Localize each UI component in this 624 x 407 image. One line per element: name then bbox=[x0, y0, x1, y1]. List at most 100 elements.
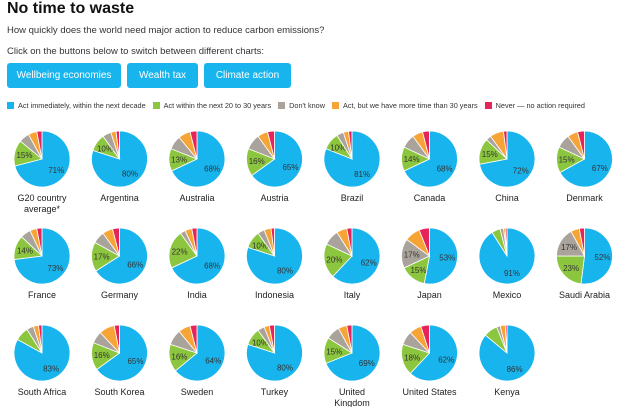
pie-brazil[interactable]: 81% 10% Brazil bbox=[323, 130, 381, 203]
pie-austria[interactable]: 65% 16% Austria bbox=[246, 130, 303, 203]
pie-slice-germany-never bbox=[112, 227, 120, 257]
pie-france[interactable]: 73% 14% France bbox=[13, 227, 71, 300]
pie-label-denmark-immediately: 67% bbox=[592, 164, 608, 173]
legend-item-dontknow[interactable]: Don't know bbox=[278, 101, 325, 110]
pie-slice-austria-immediately bbox=[251, 130, 303, 188]
pie-label-china-decades: 15% bbox=[482, 150, 498, 159]
wellbeing-economies-button[interactable]: Wellbeing economies bbox=[7, 63, 121, 88]
pie-label-canada-decades: 14% bbox=[404, 155, 420, 164]
wealth-tax-button[interactable]: Wealth tax bbox=[127, 63, 198, 88]
pie-slice-argentina-never bbox=[115, 130, 120, 160]
country-label-south-africa: South Africa bbox=[18, 387, 67, 397]
pie-slice-united-states-never bbox=[420, 324, 430, 354]
page-title: No time to waste bbox=[7, 0, 135, 17]
pie-slice-brazil-never bbox=[348, 130, 353, 160]
pie-slice-south-africa-immediately bbox=[13, 324, 71, 382]
pie-slice-india-immediately bbox=[171, 227, 226, 285]
pie-label-germany-decades: 17% bbox=[94, 253, 110, 262]
pie-denmark[interactable]: 67% 15% Denmark bbox=[556, 130, 613, 203]
pie-label-united-kingdom-decades: 15% bbox=[326, 347, 342, 356]
pie-slice-kenya-never bbox=[504, 324, 508, 354]
pie-slice-italy-never bbox=[346, 227, 353, 257]
pie-label-india-decades: 22% bbox=[172, 248, 188, 257]
pie-slice-south-africa-never bbox=[38, 324, 43, 354]
climate-action-button[interactable]: Climate action bbox=[204, 63, 291, 88]
country-label-germany: Germany bbox=[101, 290, 139, 300]
pie-label-france-immediately: 73% bbox=[47, 264, 63, 273]
legend-label-never: Never — no action required bbox=[495, 101, 585, 110]
pie-label-kenya-immediately: 86% bbox=[507, 365, 523, 374]
pie-label-mexico-immediately: 91% bbox=[504, 269, 520, 278]
pie-slice-australia-never bbox=[189, 130, 198, 160]
legend-item-later[interactable]: Act, but we have more time than 30 years bbox=[332, 101, 478, 110]
pie-label-south-africa-immediately: 83% bbox=[43, 364, 59, 373]
pie-china[interactable]: 72% 15% China bbox=[478, 130, 536, 203]
pie-slice-saudi-arabia-immediately bbox=[580, 227, 613, 285]
pie-label-argentina-decades: 10% bbox=[97, 145, 113, 154]
legend-item-decades[interactable]: Act within the next 20 to 30 years bbox=[152, 101, 271, 110]
pie-south-africa[interactable]: 83% South Africa bbox=[13, 324, 71, 397]
pie-label-argentina-immediately: 80% bbox=[122, 170, 138, 179]
chart-legend: Act immediately, within the next decade … bbox=[7, 101, 592, 110]
pie-sweden[interactable]: 64% 16% Sweden bbox=[168, 324, 226, 397]
pie-label-japan-dontknow: 17% bbox=[404, 250, 420, 259]
pie-slice-saudi-arabia-never bbox=[578, 227, 585, 257]
pie-label-south-korea-immediately: 65% bbox=[127, 357, 143, 366]
pie-united-states[interactable]: 62% 18% United States bbox=[401, 324, 458, 397]
pie-label-india-immediately: 68% bbox=[204, 262, 220, 271]
country-label-g20-country-average: G20 country average* bbox=[17, 193, 67, 214]
pie-slice-denmark-never bbox=[577, 130, 585, 160]
pie-slice-saudi-arabia-decades bbox=[556, 255, 585, 285]
pie-mexico[interactable]: 91% Mexico bbox=[478, 227, 536, 300]
country-label-australia: Australia bbox=[179, 193, 214, 203]
pie-saudi-arabia[interactable]: 52% 23% 17% Saudi Arabia bbox=[556, 227, 613, 300]
pie-label-austria-decades: 16% bbox=[249, 157, 265, 166]
country-label-china: China bbox=[495, 193, 519, 203]
pie-label-brazil-decades: 10% bbox=[330, 144, 346, 153]
pie-south-korea[interactable]: 65% 16% South Korea bbox=[91, 324, 148, 397]
pie-kenya[interactable]: 86% Kenya bbox=[478, 324, 536, 397]
pie-germany[interactable]: 66% 17% Germany bbox=[91, 227, 148, 300]
pie-slice-japan-immediately bbox=[423, 227, 458, 285]
pie-slice-south-korea-never bbox=[113, 324, 120, 354]
pie-label-saudi-arabia-decades: 23% bbox=[563, 264, 579, 273]
pie-slice-g20-country-average-never bbox=[36, 130, 43, 160]
pie-slice-india-decades bbox=[168, 232, 198, 269]
pie-label-sweden-decades: 16% bbox=[171, 352, 187, 361]
pie-turkey[interactable]: 80% 10% Turkey bbox=[246, 324, 303, 397]
legend-item-immediately[interactable]: Act immediately, within the next decade bbox=[7, 101, 146, 110]
pie-slice-united-kingdom-immediately bbox=[325, 324, 381, 382]
pie-label-china-immediately: 72% bbox=[513, 166, 529, 175]
pie-australia[interactable]: 68% 13% Australia bbox=[168, 130, 226, 203]
pie-slice-italy-immediately bbox=[332, 227, 381, 285]
pie-slice-germany-immediately bbox=[95, 227, 148, 285]
pie-canada[interactable]: 68% 14% Canada bbox=[401, 130, 458, 203]
country-label-canada: Canada bbox=[414, 193, 446, 203]
country-label-indonesia: Indonesia bbox=[255, 290, 294, 300]
instruction-text: Click on the buttons below to switch bet… bbox=[7, 46, 264, 57]
pie-g20-country-average[interactable]: 71% 15% G20 country average* bbox=[13, 130, 71, 214]
pie-argentina[interactable]: 80% 10% Argentina bbox=[91, 130, 148, 203]
legend-item-never[interactable]: Never — no action required bbox=[484, 101, 585, 110]
legend-swatch-immediately bbox=[7, 102, 14, 109]
pie-label-germany-immediately: 66% bbox=[127, 261, 143, 270]
legend-swatch-dontknow bbox=[278, 102, 286, 109]
pie-slice-denmark-immediately bbox=[559, 130, 613, 188]
pie-slice-canada-immediately bbox=[403, 130, 458, 188]
country-label-argentina: Argentina bbox=[100, 193, 139, 203]
legend-swatch-decades bbox=[152, 102, 160, 109]
pie-indonesia[interactable]: 80% 10% Indonesia bbox=[246, 227, 303, 300]
pie-label-indonesia-decades: 10% bbox=[252, 242, 268, 251]
pie-label-turkey-decades: 10% bbox=[252, 339, 268, 348]
pie-slice-france-never bbox=[36, 227, 43, 257]
pie-label-canada-immediately: 68% bbox=[437, 165, 453, 174]
pie-slice-china-never bbox=[503, 130, 508, 160]
pie-label-saudi-arabia-dontknow: 17% bbox=[561, 243, 577, 252]
pie-label-united-kingdom-immediately: 69% bbox=[359, 359, 375, 368]
pie-slice-canada-never bbox=[422, 130, 430, 160]
pie-india[interactable]: 68% 22% India bbox=[168, 227, 226, 300]
pie-italy[interactable]: 62% 20% Italy bbox=[323, 227, 381, 300]
pie-japan[interactable]: 53% 15% 17% Japan bbox=[401, 227, 458, 300]
pie-united-kingdom[interactable]: 69% 15% United Kingdom bbox=[323, 324, 381, 407]
pie-label-g20-country-average-decades: 15% bbox=[16, 151, 32, 160]
